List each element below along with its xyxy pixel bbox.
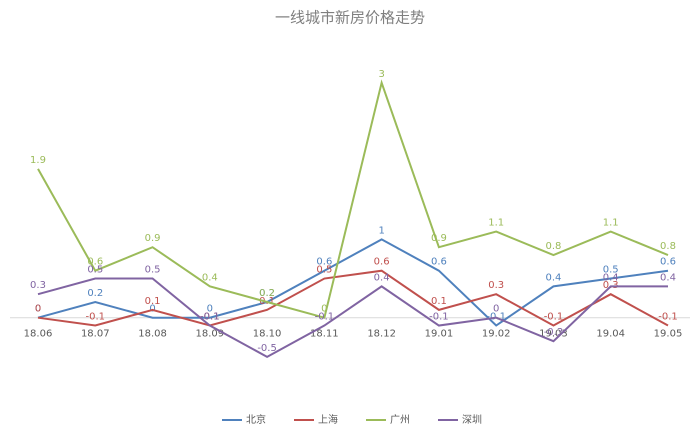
- data-label: 0.2: [87, 288, 103, 299]
- data-label: 0.6: [374, 257, 390, 268]
- data-label: 1.1: [488, 218, 504, 229]
- data-label: -0.1: [200, 312, 220, 323]
- data-label: 0: [35, 304, 41, 315]
- data-label: 0: [493, 304, 499, 315]
- legend-label: 广州: [390, 414, 410, 426]
- data-label: -0.1: [200, 312, 220, 323]
- data-label: 0.9: [145, 233, 161, 244]
- x-tick-label: 19.01: [425, 329, 454, 340]
- data-label: 0.5: [316, 265, 332, 276]
- data-label: 0.8: [660, 241, 676, 252]
- x-tick-label: 18.08: [138, 329, 167, 340]
- x-tick-label: 19.05: [654, 329, 683, 340]
- series-line: [37, 238, 669, 327]
- data-label: 0.9: [431, 233, 447, 244]
- data-label: -0.1: [544, 312, 564, 323]
- legend-label: 北京: [246, 413, 266, 426]
- data-label: 0: [321, 304, 327, 315]
- series-line: [37, 79, 669, 319]
- x-tick-label: 18.11: [310, 329, 339, 340]
- data-label: 0.4: [603, 272, 619, 283]
- data-label: 0.3: [30, 280, 46, 291]
- data-label: -0.3: [544, 327, 564, 338]
- data-label: 0.5: [603, 265, 619, 276]
- series-line: [37, 269, 669, 327]
- data-label: 0.6: [431, 257, 447, 268]
- data-label: 0.6: [316, 257, 332, 268]
- data-label: 3: [378, 69, 384, 80]
- x-tick-label: 18.07: [81, 329, 110, 340]
- data-label: 0: [207, 304, 213, 315]
- data-label: 1.9: [30, 155, 46, 166]
- data-label: 0.5: [145, 265, 161, 276]
- data-label: -0.1: [429, 312, 449, 323]
- data-label: 0.4: [374, 272, 390, 283]
- data-label: 0.5: [87, 265, 103, 276]
- x-tick-label: 18.12: [367, 329, 396, 340]
- legend-label: 深圳: [462, 414, 482, 426]
- data-label: 0: [35, 304, 41, 315]
- x-tick-label: 18.10: [253, 329, 282, 340]
- x-tick-label: 19.03: [539, 329, 568, 340]
- series-line: [37, 277, 668, 358]
- data-label: -0.1: [658, 312, 678, 323]
- x-tick-label: 19.04: [596, 329, 625, 340]
- data-label: 0.1: [431, 296, 447, 307]
- data-label: 0.8: [546, 241, 562, 252]
- chart-title: 一线城市新房价格走势: [275, 9, 425, 27]
- data-label: 1: [378, 225, 384, 236]
- data-label: 0.1: [145, 296, 161, 307]
- data-label: 0.6: [660, 257, 676, 268]
- data-label: 0.4: [202, 272, 218, 283]
- x-tick-label: 19.02: [482, 329, 511, 340]
- data-label: 0.2: [259, 288, 275, 299]
- x-tick-label: 18.06: [24, 329, 53, 340]
- data-label: 0.4: [546, 272, 562, 283]
- x-tick-label: 18.09: [195, 329, 224, 340]
- data-label: 1.1: [603, 218, 619, 229]
- data-label: 0.6: [87, 257, 103, 268]
- data-label: 0.2: [259, 288, 275, 299]
- data-label: -0.1: [86, 312, 106, 323]
- data-label: -0.5: [257, 343, 277, 354]
- data-label: -0.1: [315, 312, 335, 323]
- data-label: 0.4: [660, 272, 676, 283]
- legend-label: 上海: [318, 413, 338, 426]
- data-label: 0.3: [488, 280, 504, 291]
